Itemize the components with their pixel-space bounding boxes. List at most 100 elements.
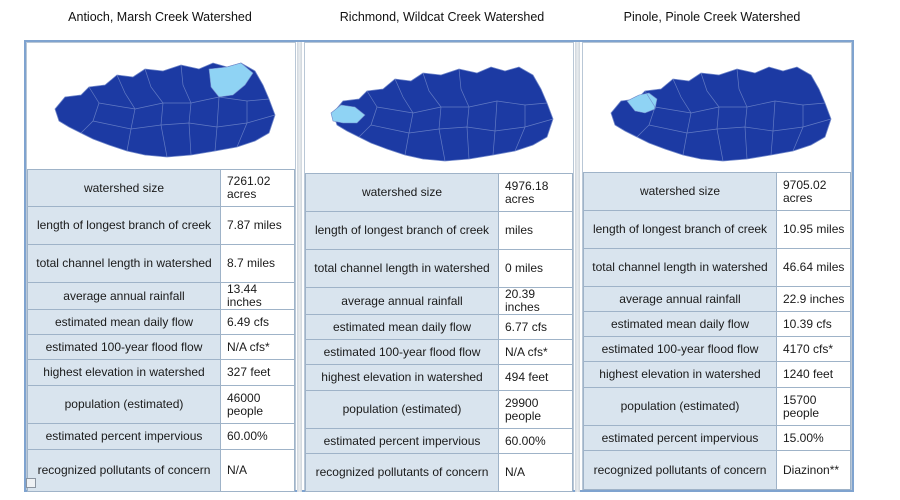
stat-label: total channel length in watershed (305, 249, 499, 288)
watershed-panel-pinole: watershed size 9705.02 acres length of lo… (582, 42, 852, 490)
stat-value: 8.7 miles (220, 244, 295, 283)
county-map-pinole (583, 55, 851, 167)
stat-label: highest elevation in watershed (305, 364, 499, 391)
watershed-panel-richmond: watershed size 4976.18 acres length of lo… (304, 42, 574, 492)
stat-label: estimated percent impervious (27, 423, 221, 450)
panel-divider[interactable] (575, 42, 580, 492)
table-row: population (estimated) 46000 people (27, 385, 295, 424)
stat-value: 15700 people (776, 387, 851, 426)
stat-label: estimated 100-year flood flow (305, 339, 499, 365)
table-row: estimated mean daily flow 6.77 cfs (305, 314, 573, 340)
table-row: highest elevation in watershed 494 feet (305, 364, 573, 391)
stat-value: N/A (220, 449, 295, 492)
stat-label: watershed size (583, 172, 777, 211)
stat-label: population (estimated) (583, 387, 777, 426)
stat-value: 60.00% (498, 428, 573, 454)
table-row: estimated 100-year flood flow N/A cfs* (27, 334, 295, 360)
stat-value: 4976.18 acres (498, 173, 573, 212)
stat-label: estimated percent impervious (305, 428, 499, 454)
stat-value: 7.87 miles (220, 206, 295, 245)
stat-label: estimated 100-year flood flow (27, 334, 221, 360)
stat-value: 7261.02 acres (220, 169, 295, 207)
table-row: length of longest branch of creek 10.95 m… (583, 210, 851, 249)
stat-value: 20.39 inches (498, 287, 573, 315)
resize-handle-icon[interactable] (26, 478, 36, 488)
table-row: total channel length in watershed 46.64 m… (583, 248, 851, 287)
stats-table-antioch: watershed size 7261.02 acres length of lo… (27, 169, 295, 492)
stat-value: 29900 people (498, 390, 573, 429)
stat-label: estimated mean daily flow (27, 309, 221, 335)
stat-value: 0 miles (498, 249, 573, 288)
county-map-highlight-northwest-icon (610, 66, 832, 162)
stat-label: recognized pollutants of concern (305, 453, 499, 492)
table-row: estimated percent impervious 60.00% (305, 428, 573, 454)
table-row: total channel length in watershed 8.7 mil… (27, 244, 295, 283)
stats-table-pinole: watershed size 9705.02 acres length of lo… (583, 172, 851, 490)
stat-label: estimated percent impervious (583, 425, 777, 451)
table-row: estimated mean daily flow 6.49 cfs (27, 309, 295, 335)
stat-value: 46000 people (220, 385, 295, 424)
stat-value: 6.77 cfs (498, 314, 573, 340)
table-row: recognized pollutants of concern N/A (305, 453, 573, 492)
table-row: recognized pollutants of concern Diazinon… (583, 450, 851, 490)
stat-label: recognized pollutants of concern (27, 449, 221, 492)
panel-divider[interactable] (297, 42, 302, 492)
stat-label: estimated mean daily flow (305, 314, 499, 340)
stat-label: average annual rainfall (583, 286, 777, 312)
stat-label: watershed size (27, 169, 221, 207)
table-row: highest elevation in watershed 1240 feet (583, 361, 851, 388)
stat-label: highest elevation in watershed (27, 359, 221, 386)
table-row: estimated 100-year flood flow 4170 cfs* (583, 336, 851, 362)
stat-label: population (estimated) (305, 390, 499, 429)
watershed-panel-antioch: watershed size 7261.02 acres length of lo… (26, 42, 296, 492)
stat-label: length of longest branch of creek (27, 206, 221, 245)
stat-label: estimated mean daily flow (583, 311, 777, 337)
stat-value: N/A (498, 453, 573, 492)
table-row: estimated percent impervious 15.00% (583, 425, 851, 451)
panel-title-richmond: Richmond, Wildcat Creek Watershed (339, 10, 545, 24)
stat-value: 6.49 cfs (220, 309, 295, 335)
stat-label: average annual rainfall (27, 282, 221, 310)
table-row: watershed size 9705.02 acres (583, 172, 851, 211)
stat-value: 22.9 inches (776, 286, 851, 312)
panel-title-pinole: Pinole, Pinole Creek Watershed (623, 10, 801, 24)
table-row: highest elevation in watershed 327 feet (27, 359, 295, 386)
table-row: population (estimated) 15700 people (583, 387, 851, 426)
stat-value: 46.64 miles (776, 248, 851, 287)
table-row: length of longest branch of creek miles (305, 211, 573, 250)
table-row: estimated percent impervious 60.00% (27, 423, 295, 450)
panel-title-antioch: Antioch, Marsh Creek Watershed (68, 10, 252, 24)
stats-table-richmond: watershed size 4976.18 acres length of lo… (305, 173, 573, 492)
table-row: estimated mean daily flow 10.39 cfs (583, 311, 851, 337)
table-row: population (estimated) 29900 people (305, 390, 573, 429)
stat-value: 15.00% (776, 425, 851, 451)
stat-value: 494 feet (498, 364, 573, 391)
stat-value: 327 feet (220, 359, 295, 386)
stat-value: Diazinon** (776, 450, 851, 490)
stat-value: miles (498, 211, 573, 250)
stat-value: 10.39 cfs (776, 311, 851, 337)
stat-value: 13.44 inches (220, 282, 295, 310)
table-row: total channel length in watershed 0 miles (305, 249, 573, 288)
stat-label: highest elevation in watershed (583, 361, 777, 388)
stat-label: total channel length in watershed (583, 248, 777, 287)
stat-value: N/A cfs* (220, 334, 295, 360)
stat-label: total channel length in watershed (27, 244, 221, 283)
table-row: length of longest branch of creek 7.87 mi… (27, 206, 295, 245)
stat-label: length of longest branch of creek (583, 210, 777, 249)
table-row: average annual rainfall 13.44 inches (27, 282, 295, 310)
county-map-highlight-east-icon (54, 62, 276, 158)
county-map-highlight-west-icon (330, 66, 554, 162)
stat-value: 9705.02 acres (776, 172, 851, 211)
stat-value: 1240 feet (776, 361, 851, 388)
stat-label: recognized pollutants of concern (583, 450, 777, 490)
stat-label: average annual rainfall (305, 287, 499, 315)
table-row: recognized pollutants of concern N/A (27, 449, 295, 492)
table-row: average annual rainfall 22.9 inches (583, 286, 851, 312)
stat-value: N/A cfs* (498, 339, 573, 365)
table-row: watershed size 4976.18 acres (305, 173, 573, 212)
stat-label: watershed size (305, 173, 499, 212)
table-row: average annual rainfall 20.39 inches (305, 287, 573, 315)
stat-label: estimated 100-year flood flow (583, 336, 777, 362)
stat-label: population (estimated) (27, 385, 221, 424)
